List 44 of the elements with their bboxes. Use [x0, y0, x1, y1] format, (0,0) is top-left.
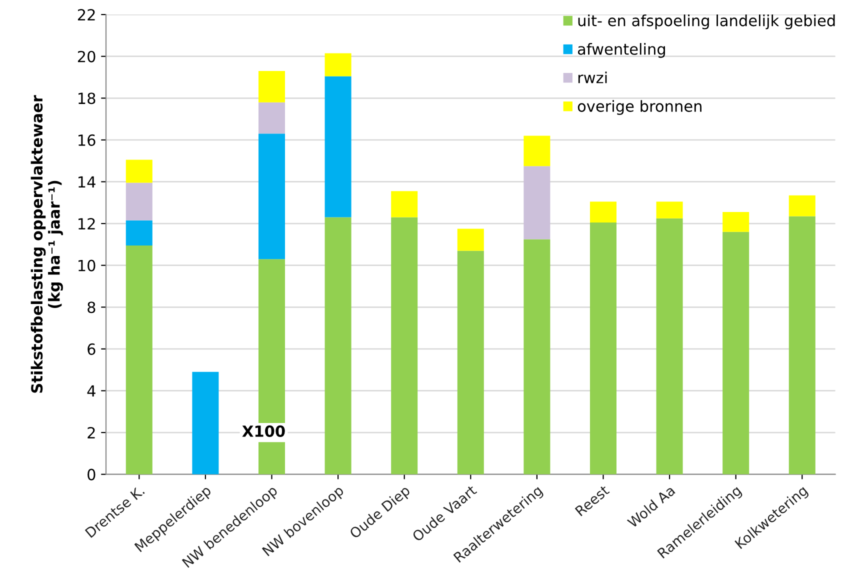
bar	[722, 232, 750, 474]
bar	[788, 216, 816, 474]
bar	[788, 195, 816, 216]
y-axis-title: Stikstofbelasting oppervlaktewaer (kg ha⁻¹ jaar⁻¹)	[30, 95, 63, 393]
legend-label: uit- en afspoeling landelijk gebied	[578, 14, 835, 30]
bar	[126, 220, 152, 246]
y-tick-label: 10	[78, 260, 96, 272]
bar	[192, 372, 219, 474]
bar	[324, 53, 352, 76]
bar	[457, 228, 484, 251]
y-tick-label: 0	[88, 468, 96, 480]
bar	[391, 217, 418, 474]
y-tick-label: 2	[88, 426, 95, 438]
bar	[126, 160, 152, 183]
y-tick-label: 14	[78, 176, 96, 188]
bar	[258, 134, 286, 260]
bar	[324, 76, 352, 218]
bar	[324, 217, 352, 474]
bar	[258, 70, 286, 102]
legend-label: rwzi	[578, 72, 607, 84]
bar	[524, 166, 550, 240]
y-tick-label: 18	[78, 92, 96, 104]
y-tick-label: 22	[78, 9, 95, 20]
bar	[126, 182, 152, 220]
y-tick-label: 12	[78, 218, 95, 230]
bar	[722, 212, 750, 232]
legend-label: overige bronnen	[578, 100, 702, 115]
bar	[524, 239, 550, 474]
bar	[258, 102, 286, 134]
bar	[656, 202, 683, 218]
y-tick-label: 4	[87, 385, 96, 397]
bar	[590, 222, 616, 474]
annotation: X100	[242, 425, 285, 437]
bar	[457, 250, 484, 474]
bar	[126, 245, 152, 474]
legend-label: afwenteling	[578, 43, 665, 58]
bar	[656, 218, 683, 474]
bar	[590, 202, 616, 222]
bar	[524, 136, 550, 166]
y-tick-label: 20	[78, 50, 96, 62]
bar	[391, 191, 418, 218]
y-tick-label: 6	[88, 343, 96, 355]
y-tick-label: 8	[88, 302, 96, 314]
y-tick-label: 16	[78, 134, 96, 146]
